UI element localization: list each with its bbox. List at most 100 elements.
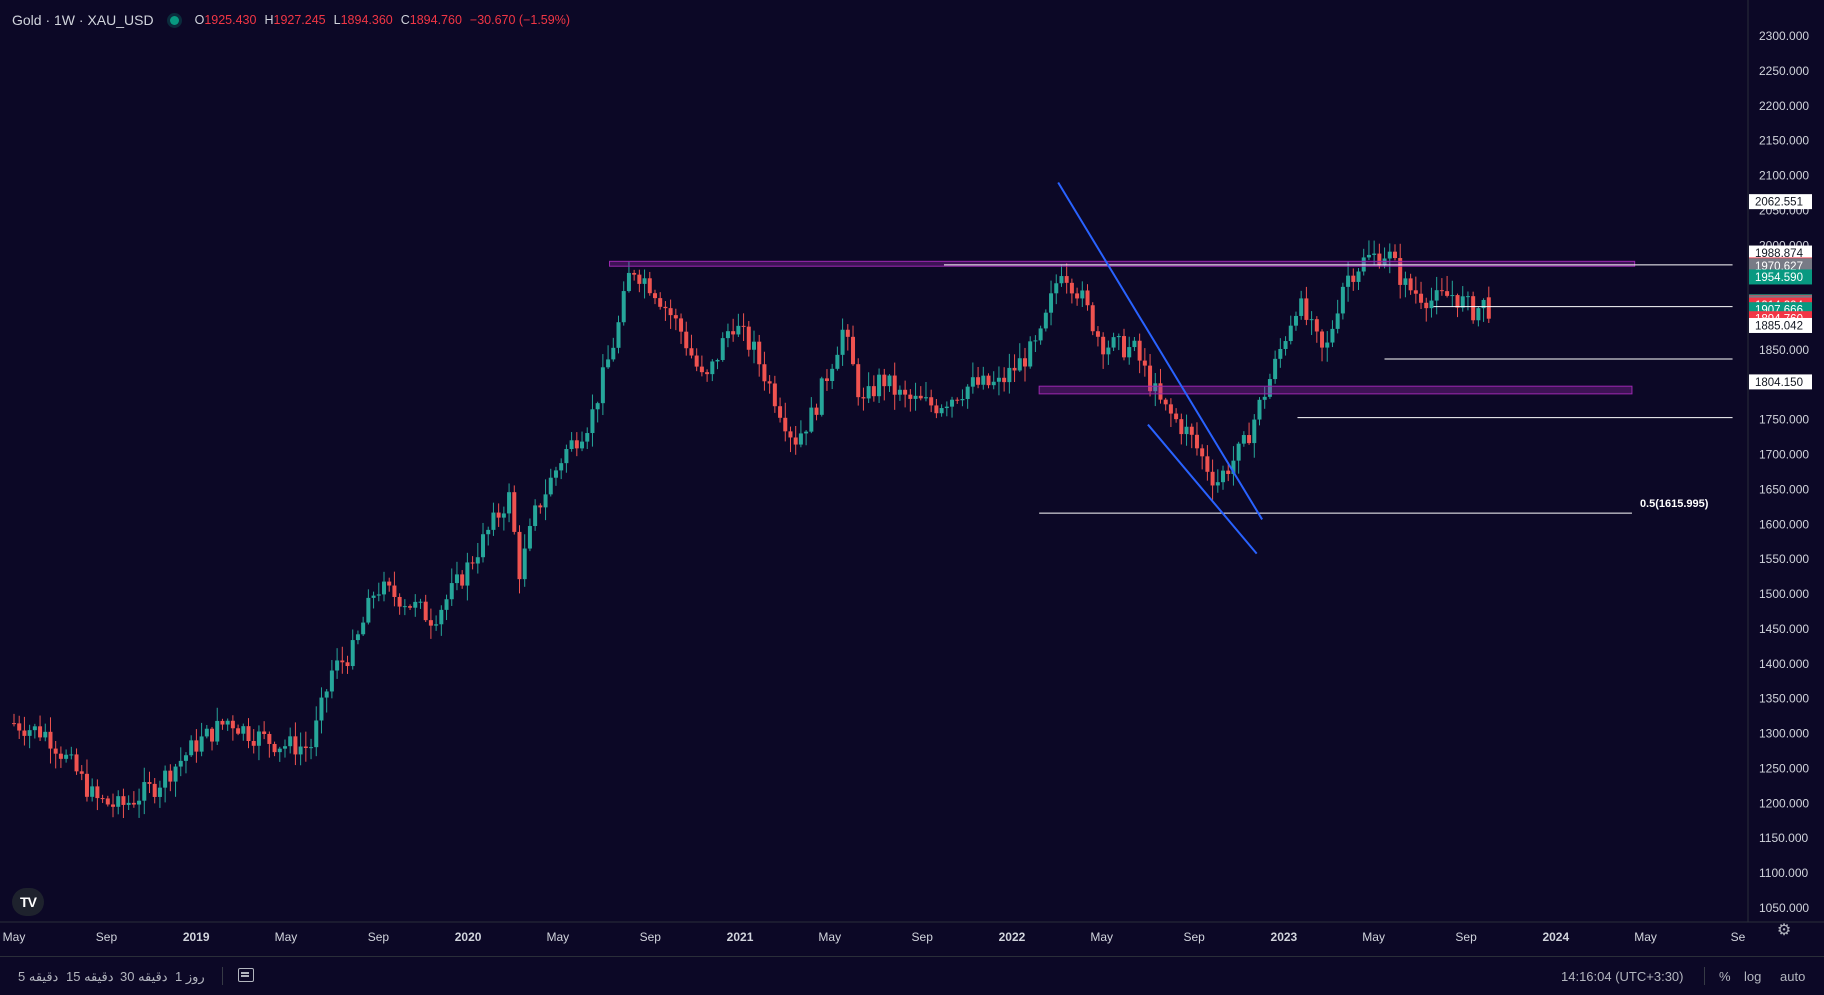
candle-body: [882, 374, 887, 387]
y-tick-label: 1150.000: [1759, 831, 1808, 845]
candle-body: [90, 786, 95, 797]
candle-body: [236, 728, 241, 734]
candle-body: [486, 529, 491, 535]
bottom-toolbar: 5 دقیقه 15 دقیقه 30 دقیقه 1 روز 14:16:04…: [0, 956, 1824, 995]
candle-body: [517, 531, 522, 580]
candle-body: [694, 355, 699, 367]
price-label-box: [1749, 269, 1812, 285]
close-value: 1894.760: [409, 13, 462, 27]
candle-body: [845, 329, 850, 337]
price-label-text: 2062.551: [1755, 197, 1803, 209]
candle-body: [1471, 296, 1476, 321]
candle-body: [408, 606, 413, 608]
candle-body: [1377, 253, 1382, 266]
candle-body: [1429, 300, 1434, 309]
y-tick-label: 1500.000: [1759, 587, 1809, 601]
candle-body: [361, 622, 366, 635]
candle-body: [1481, 299, 1486, 309]
candle-body: [246, 726, 251, 742]
candle-body: [345, 662, 350, 667]
y-tick-label: 1750.000: [1759, 413, 1809, 427]
clock-timezone[interactable]: 14:16:04 (UTC+3:30): [1561, 969, 1684, 984]
candle-body: [611, 347, 616, 360]
candle-body: [720, 338, 725, 360]
y-tick-label: 2150.000: [1759, 134, 1809, 148]
log-scale-toggle[interactable]: log: [1744, 969, 1762, 984]
toolbar-divider: [1704, 967, 1705, 985]
timeframe-5m-button[interactable]: 5 دقیقه: [18, 969, 59, 984]
candle-body: [79, 771, 84, 774]
candle-body: [663, 306, 668, 309]
candle-body: [996, 377, 1001, 382]
candle-body: [752, 341, 757, 350]
candle-body: [470, 562, 475, 564]
x-tick-label: May: [818, 930, 841, 944]
timeframe-15m-button[interactable]: 15 دقیقه: [66, 969, 114, 984]
candle-body: [507, 492, 512, 514]
x-tick-label: May: [1362, 930, 1385, 944]
candle-body: [230, 720, 235, 729]
timeframe-30m-button[interactable]: 30 دقیقه: [120, 969, 168, 984]
candle-body: [1038, 328, 1043, 341]
candle-body: [767, 381, 772, 384]
timeframe-1d-button[interactable]: 1 روز: [175, 969, 205, 984]
candle-body: [423, 601, 428, 621]
x-tick-label: May: [3, 930, 26, 944]
candle-body: [1111, 337, 1116, 348]
x-tick-label: Se: [1731, 930, 1746, 944]
y-tick-label: 1100.000: [1759, 866, 1808, 880]
candle-body: [923, 397, 928, 399]
candle-body: [319, 697, 324, 721]
close-label: C: [400, 13, 410, 27]
candle-body: [689, 348, 694, 356]
settings-gear-icon[interactable]: ⚙: [1776, 922, 1792, 939]
candle-body: [1210, 471, 1215, 486]
tradingview-logo-icon[interactable]: TV: [12, 888, 44, 916]
x-tick-label: 2020: [455, 930, 482, 944]
candle-body: [1158, 383, 1163, 400]
candle-body: [454, 574, 459, 584]
candle-body: [710, 361, 715, 375]
candle-body: [965, 386, 970, 400]
auto-scale-toggle[interactable]: auto: [1780, 969, 1806, 984]
candle-body: [986, 375, 991, 386]
goto-date-icon[interactable]: [238, 968, 254, 982]
candle-body: [647, 278, 652, 294]
price-chart[interactable]: 1050.000 1100.000 1150.000 1200.000 1250.000…: [0, 0, 1824, 956]
candle-body: [1090, 305, 1095, 332]
low-value: 1894.360: [340, 13, 393, 27]
x-tick-label: May: [1634, 930, 1657, 944]
chart-header: Gold · 1W · XAU_USD O1925.430 H1927.245 …: [12, 10, 570, 30]
resistance-zone: [609, 260, 1636, 267]
candle-body: [1273, 358, 1278, 380]
candle-body: [111, 804, 116, 807]
price-label-box: [1749, 317, 1812, 333]
candle-body: [1278, 348, 1283, 359]
candle-body: [1064, 276, 1069, 283]
candle-body: [397, 596, 402, 607]
candle-body: [1465, 296, 1470, 298]
candle-body: [778, 406, 783, 418]
candle-body: [267, 733, 272, 744]
candle-body: [1002, 377, 1007, 383]
candle-body: [58, 753, 63, 759]
y-tick-label: 2100.000: [1759, 169, 1809, 183]
plot-background: [0, 0, 1824, 956]
candle-body: [851, 336, 856, 365]
y-tick-label: 2200.000: [1759, 99, 1809, 113]
candle-body: [950, 399, 955, 407]
candle-body: [475, 557, 480, 564]
candle-body: [1017, 358, 1022, 371]
percent-scale-toggle[interactable]: %: [1719, 969, 1731, 984]
candle-body: [673, 315, 678, 319]
candle-body: [715, 359, 720, 362]
candle-body: [626, 272, 631, 292]
candle-body: [1486, 297, 1491, 319]
candle-body: [1075, 293, 1080, 299]
candle-body: [168, 770, 173, 782]
candle-body: [877, 374, 882, 397]
symbol-title[interactable]: Gold · 1W · XAU_USD: [12, 12, 154, 28]
x-tick-label: Sep: [912, 930, 934, 944]
x-tick-label: 2021: [727, 930, 754, 944]
candle-body: [522, 548, 527, 580]
